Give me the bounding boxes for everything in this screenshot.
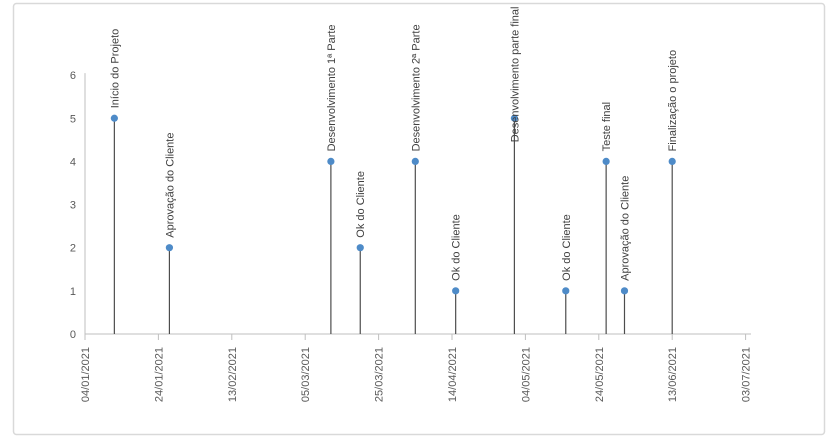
milestone-marker[interactable] xyxy=(165,244,174,252)
x-axis-tick-label: 13/06/2021 xyxy=(667,347,679,402)
y-axis-tick-label: 6 xyxy=(70,70,76,82)
x-axis-tick-label: 14/04/2021 xyxy=(447,347,459,402)
x-axis-tick-label: 03/07/2021 xyxy=(741,347,753,402)
x-axis-tick-label: 13/02/2021 xyxy=(227,347,239,402)
milestone-label: Aprovação do Cliente xyxy=(619,176,631,281)
milestone-label: Ok do Cliente xyxy=(355,171,367,238)
milestone-marker[interactable] xyxy=(411,157,419,165)
milestone-marker[interactable] xyxy=(510,114,518,122)
milestone-label: Teste final xyxy=(601,102,613,152)
milestone-marker[interactable] xyxy=(562,287,570,295)
y-axis-tick-label: 5 xyxy=(70,113,76,125)
y-axis-tick-label: 0 xyxy=(70,329,76,341)
x-axis-tick-label: 05/03/2021 xyxy=(300,347,312,402)
milestone-marker[interactable] xyxy=(452,287,460,295)
milestone-marker[interactable] xyxy=(110,114,118,122)
x-axis-tick-label: 04/01/2021 xyxy=(80,347,92,402)
milestone-label: Desenvolvimento 2ª Parte xyxy=(410,24,422,151)
milestone-label: Ok do Cliente xyxy=(561,214,573,281)
x-axis-tick-label: 24/01/2021 xyxy=(153,347,165,402)
milestone-label: Ok do Cliente xyxy=(451,214,463,281)
milestone-label: Finalização o projeto xyxy=(667,50,679,152)
milestone-marker[interactable] xyxy=(620,287,629,295)
y-axis-tick-label: 3 xyxy=(70,200,76,212)
milestone-label: Desenvolvimento 1ª Parte xyxy=(326,24,338,151)
milestone-label: Aprovação do Cliente xyxy=(164,133,176,238)
x-axis-tick-label: 24/05/2021 xyxy=(594,347,606,402)
x-axis-tick-label: 25/03/2021 xyxy=(374,347,386,402)
milestone-marker[interactable] xyxy=(602,157,610,165)
y-axis-tick-label: 2 xyxy=(70,243,76,255)
chart-frame xyxy=(12,2,826,436)
y-axis-tick-label: 1 xyxy=(70,286,76,298)
milestone-marker[interactable] xyxy=(668,157,676,165)
x-axis-tick-label: 04/05/2021 xyxy=(520,347,532,402)
y-axis-tick-label: 4 xyxy=(70,156,76,168)
milestone-marker[interactable] xyxy=(356,244,364,252)
milestone-marker[interactable] xyxy=(327,157,335,165)
milestone-label: Início do Projeto xyxy=(109,29,121,109)
milestone-label: Desenvolvimento parte final xyxy=(509,7,521,143)
